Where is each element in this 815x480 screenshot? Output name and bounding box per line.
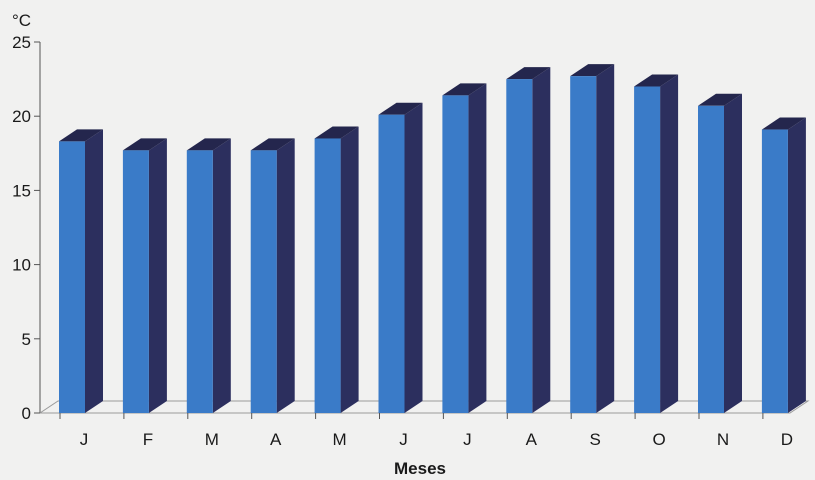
bar: [698, 105, 724, 413]
bar: [314, 138, 341, 413]
y-tick-label: 0: [22, 404, 31, 423]
y-tick-label: 10: [12, 256, 31, 275]
bar-side: [212, 138, 231, 413]
bar-top: [378, 102, 423, 115]
bar-side: [276, 138, 295, 413]
x-tick-label: J: [80, 430, 89, 449]
x-tick-label: J: [399, 430, 408, 449]
bar-top: [570, 64, 615, 77]
y-tick-label: 15: [12, 181, 31, 200]
x-tick-label: O: [652, 430, 665, 449]
bar: [506, 79, 533, 413]
x-tick-label: J: [463, 430, 472, 449]
bar: [634, 86, 661, 414]
x-tick-label: M: [333, 430, 347, 449]
y-tick-label: 20: [12, 107, 31, 126]
bar-side: [404, 102, 423, 413]
bar-side: [596, 64, 615, 413]
y-tick-label: 5: [22, 330, 31, 349]
bar-top: [506, 67, 551, 80]
chart-floor: [38, 400, 810, 414]
bar-side: [660, 74, 679, 414]
bar-top: [442, 83, 487, 96]
bars: [59, 64, 806, 414]
x-tick-label: A: [526, 430, 538, 449]
y-tick-label: 25: [12, 33, 31, 52]
bar-top: [761, 117, 806, 130]
bar: [186, 150, 213, 413]
x-tick-label: M: [205, 430, 219, 449]
bar: [378, 114, 405, 413]
x-tick-label: S: [590, 430, 601, 449]
bar-side: [724, 93, 742, 413]
bar: [122, 150, 149, 413]
bar-side: [532, 67, 551, 413]
x-axis-title: Meses: [394, 459, 446, 478]
bar: [250, 150, 277, 413]
labels: 0 5 10 15 20 25 J F M A M J J A S O N D: [12, 33, 793, 449]
x-tick-label: F: [143, 430, 153, 449]
bar-top: [634, 74, 679, 87]
bar-top: [186, 138, 231, 151]
bar-side: [148, 138, 167, 413]
y-axis-title: °C: [12, 11, 31, 30]
bar: [59, 141, 85, 414]
bar: [761, 129, 788, 413]
x-tick-label: D: [781, 430, 793, 449]
x-tick-label: A: [270, 430, 282, 449]
bar-side: [787, 117, 806, 413]
x-tick-label: N: [717, 430, 729, 449]
bar-top: [122, 138, 167, 151]
bar-top: [250, 138, 295, 151]
bar-side: [468, 83, 487, 413]
bar-side: [85, 129, 103, 414]
bar: [570, 76, 597, 413]
axes: [34, 41, 810, 419]
bar-top: [314, 126, 359, 139]
bar-top: [698, 93, 742, 106]
bar: [442, 95, 469, 413]
bar-side: [340, 126, 359, 414]
bar-top: [59, 129, 103, 142]
